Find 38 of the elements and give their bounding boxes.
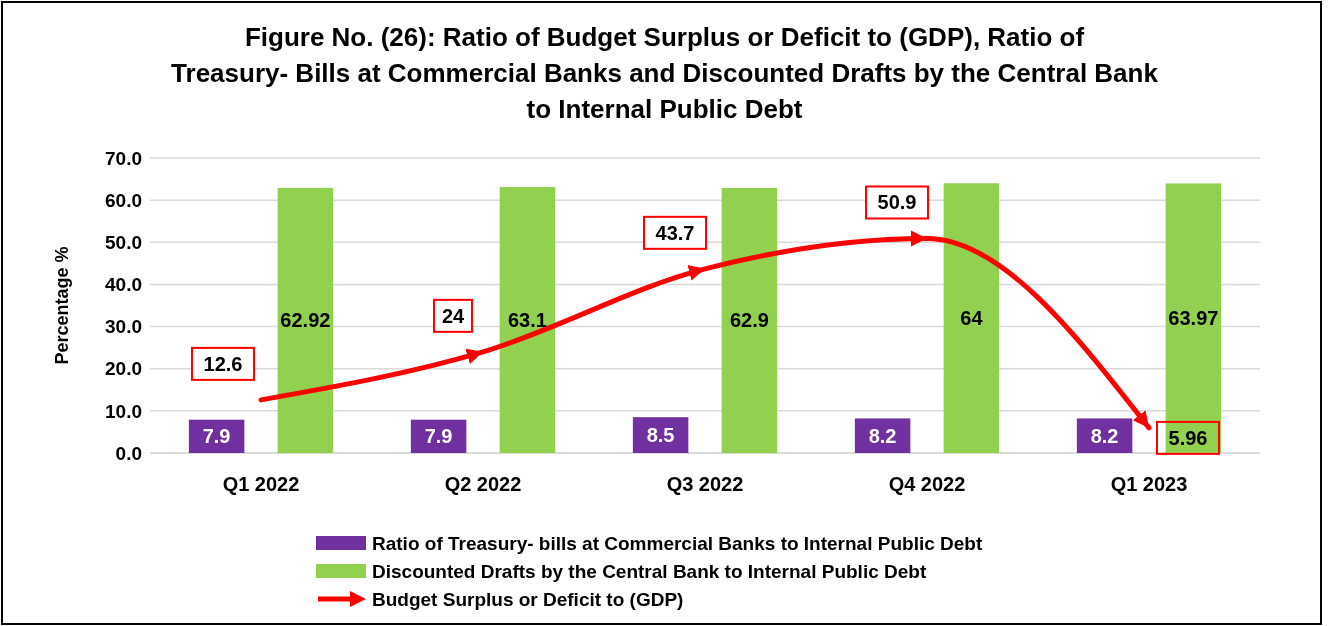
data-label: 8.2 <box>1090 424 1119 447</box>
data-label: 63.97 <box>1168 307 1219 330</box>
data-label: 7.9 <box>202 425 231 448</box>
data-label: 24 <box>441 304 465 327</box>
bar <box>1165 183 1222 453</box>
data-label: 62.92 <box>280 309 331 332</box>
data-label: 43.7 <box>655 221 695 244</box>
legend-label: Ratio of Treasury- bills at Commercial Banks to Internal Public Debt <box>372 532 983 554</box>
x-tick-label: Q4 2022 <box>888 473 966 495</box>
x-tick-label: Q3 2022 <box>666 473 744 495</box>
x-tick-label: Q1 2023 <box>1110 473 1188 495</box>
y-tick-label: 50.0 <box>105 231 142 253</box>
data-label: 7.9 <box>424 425 453 448</box>
data-label: 63.1 <box>507 309 547 332</box>
bar <box>943 183 1000 453</box>
y-axis-title: Percentage % <box>52 246 72 365</box>
data-label: 8.2 <box>868 424 897 447</box>
data-label: 62.9 <box>729 309 769 332</box>
y-tick-label: 40.0 <box>105 274 142 296</box>
legend-label: Discounted Drafts by the Central Bank to Internal Public Debt <box>372 560 927 582</box>
data-label: 50.9 <box>877 191 917 214</box>
y-tick-label: 30.0 <box>105 316 142 338</box>
bar <box>721 187 778 453</box>
bar <box>277 187 334 453</box>
data-label: 5.96 <box>1168 426 1208 449</box>
y-tick-label: 60.0 <box>105 189 142 211</box>
chart-title: Figure No. (26): Ratio of Budget Surplus or Deficit to (GDP), Ratio of Treasury- Bills at Commercial Banks and Discounted Drafts by the Central Bank to Internal Public Debt <box>171 22 1159 124</box>
data-label: 8.5 <box>646 424 675 447</box>
y-tick-label: 20.0 <box>105 358 142 380</box>
legend-label: Budget Surplus or Deficit to (GDP) <box>372 588 684 610</box>
y-tick-label: 10.0 <box>105 400 142 422</box>
y-tick-label: 70.0 <box>105 147 142 169</box>
x-tick-label: Q1 2022 <box>222 473 300 495</box>
data-label: 12.6 <box>203 352 243 375</box>
x-tick-label: Q2 2022 <box>444 473 522 495</box>
data-label: 64 <box>960 307 984 330</box>
bar <box>499 187 556 453</box>
y-tick-label: 0.0 <box>115 442 142 464</box>
